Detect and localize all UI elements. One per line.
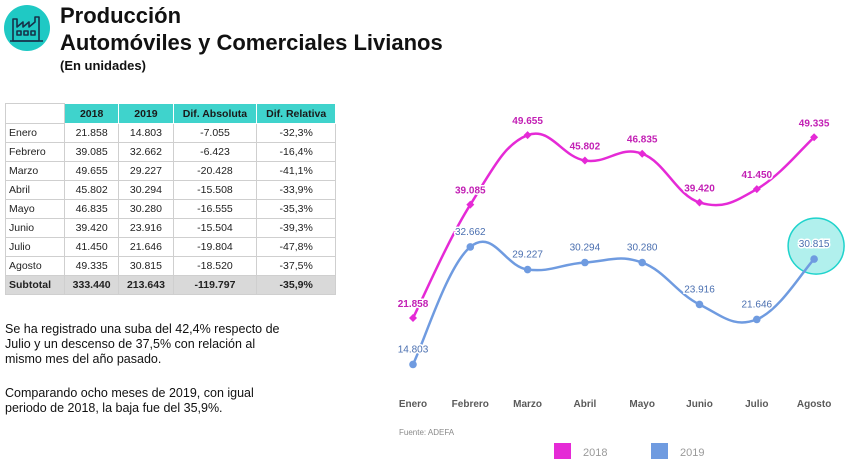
data-point-2018 [638, 149, 647, 158]
data-label-2019: 30.294 [570, 243, 601, 254]
data-label-2019: 21.646 [742, 299, 773, 310]
table-cell: 213.643 [118, 275, 174, 295]
highlight-bubble [787, 217, 845, 275]
data-point-2018 [695, 198, 704, 207]
x-tick-label: Febrero [452, 399, 489, 410]
table-cell: 30.815 [118, 256, 174, 276]
legend-swatch-2019 [651, 443, 668, 459]
data-label-2019: 14.803 [398, 344, 429, 355]
data-point-2019 [409, 360, 417, 369]
table-cell: 29.227 [118, 161, 174, 181]
data-point-2018 [466, 200, 475, 209]
table-row-label: Agosto [5, 256, 65, 276]
table-cell: 46.835 [63, 199, 120, 219]
x-tick-label: Julio [745, 399, 768, 410]
data-point-2019 [810, 255, 818, 263]
data-point-2019 [638, 258, 646, 267]
data-label-2019: 30.280 [627, 243, 658, 254]
paragraph-line: Julio y un descenso de 37,5% con relació… [5, 337, 256, 351]
table-row: Febrero 39.085 32.662 -6.423 -16,4% [5, 142, 336, 162]
data-label-2018: 39.420 [684, 183, 715, 194]
title-line-1: Producción [60, 3, 182, 28]
table-header-corner [5, 103, 65, 124]
data-point-2018 [580, 156, 589, 165]
table-header-2018: 2018 [63, 103, 120, 124]
table-row-label: Marzo [5, 161, 65, 181]
data-label-2019: 32.662 [455, 227, 486, 238]
paragraph-comparison: Comparando ocho meses de 2019, con igual… [5, 386, 325, 416]
table-cell: 30.280 [118, 199, 174, 219]
x-tick-label: Mayo [629, 399, 655, 410]
data-point-2019 [695, 300, 704, 309]
data-label-2018: 49.335 [799, 118, 830, 129]
table-cell: 32.662 [118, 142, 174, 162]
data-label-2018: 39.085 [455, 186, 486, 197]
table-subtotal-row: Subtotal 333.440 213.643 -119.797 -35,9% [5, 275, 336, 295]
table-header-dif-relativa: Dif. Relativa [256, 103, 336, 124]
title-line-2: Automóviles y Comerciales Livianos [60, 30, 443, 55]
paragraph-line: Comparando ocho meses de 2019, con igual [5, 386, 254, 400]
table-cell: 45.802 [63, 180, 120, 200]
table-row-label: Febrero [5, 142, 65, 162]
legend-swatch-2018 [554, 443, 571, 459]
data-label-2019: 30.815 [799, 239, 830, 250]
page-subtitle: (En unidades) [60, 58, 146, 73]
table-cell: -35,3% [256, 199, 336, 219]
table-cell: -18.520 [172, 256, 258, 276]
data-point-2018 [810, 133, 819, 142]
data-label-2018: 49.655 [512, 116, 543, 127]
data-label-2018: 45.802 [570, 142, 601, 153]
legend-label-2019: 2019 [680, 447, 704, 459]
paragraph-summary: Se ha registrado una suba del 42,4% resp… [5, 322, 325, 367]
table-row: Marzo 49.655 29.227 -20.428 -41,1% [5, 161, 336, 181]
data-point-2019 [466, 243, 475, 251]
data-label-2018: 46.835 [627, 135, 658, 146]
table-cell: -119.797 [172, 275, 258, 295]
table-cell: 39.085 [63, 142, 120, 162]
factory-logo [4, 5, 50, 51]
x-tick-label: Agosto [797, 399, 831, 410]
data-point-2018 [523, 131, 532, 140]
table-row: Enero 21.858 14.803 -7.055 -32,3% [5, 123, 336, 143]
table-row: Agosto 49.335 30.815 -18.520 -37,5% [5, 256, 336, 276]
legend-label-2018: 2018 [583, 447, 607, 459]
production-table: 2018 2019 Dif. Absoluta Dif. Relativa En… [5, 103, 336, 295]
x-tick-label: Junio [686, 399, 713, 410]
table-cell: 23.916 [118, 218, 174, 238]
data-label-2018: 21.858 [398, 299, 429, 310]
data-point-2019 [753, 315, 761, 324]
paragraph-line: periodo de 2018, la baja fue del 35,9%. [5, 401, 223, 415]
paragraph-line: mismo mes del año pasado. [5, 352, 162, 366]
table-row-label: Junio [5, 218, 65, 238]
x-tick-label: Abril [574, 399, 597, 410]
page-title: Producción Automóviles y Comerciales Liv… [60, 2, 443, 56]
data-point-2019 [581, 258, 589, 267]
factory-icon [10, 16, 43, 42]
data-label-2018: 41.450 [742, 170, 773, 181]
table-header-row: 2018 2019 Dif. Absoluta Dif. Relativa [5, 103, 336, 124]
data-label-2019: 29.227 [512, 250, 543, 261]
table-cell: -33,9% [256, 180, 336, 200]
table-cell: 14.803 [118, 123, 174, 143]
paragraph-line: Se ha registrado una suba del 42,4% resp… [5, 322, 280, 336]
data-point-2018 [752, 185, 761, 194]
table-row-label: Subtotal [5, 275, 65, 295]
data-point-2018 [409, 314, 417, 323]
table-cell: 49.655 [63, 161, 120, 181]
table-cell: 333.440 [63, 275, 120, 295]
series-line-2018 [411, 132, 815, 319]
table-cell: -16,4% [256, 142, 336, 162]
table-cell: -16.555 [172, 199, 258, 219]
table-cell: -7.055 [172, 123, 258, 143]
x-tick-label: Enero [399, 399, 427, 410]
data-point-2019 [523, 265, 532, 274]
table-row: Junio 39.420 23.916 -15.504 -39,3% [5, 218, 336, 238]
table-cell: -39,3% [256, 218, 336, 238]
table-cell: -35,9% [256, 275, 336, 295]
data-label-2019: 23.916 [684, 284, 715, 295]
x-tick-label: Marzo [513, 399, 542, 410]
table-cell: -15.504 [172, 218, 258, 238]
source-note: Fuente: ADEFA [399, 428, 455, 437]
